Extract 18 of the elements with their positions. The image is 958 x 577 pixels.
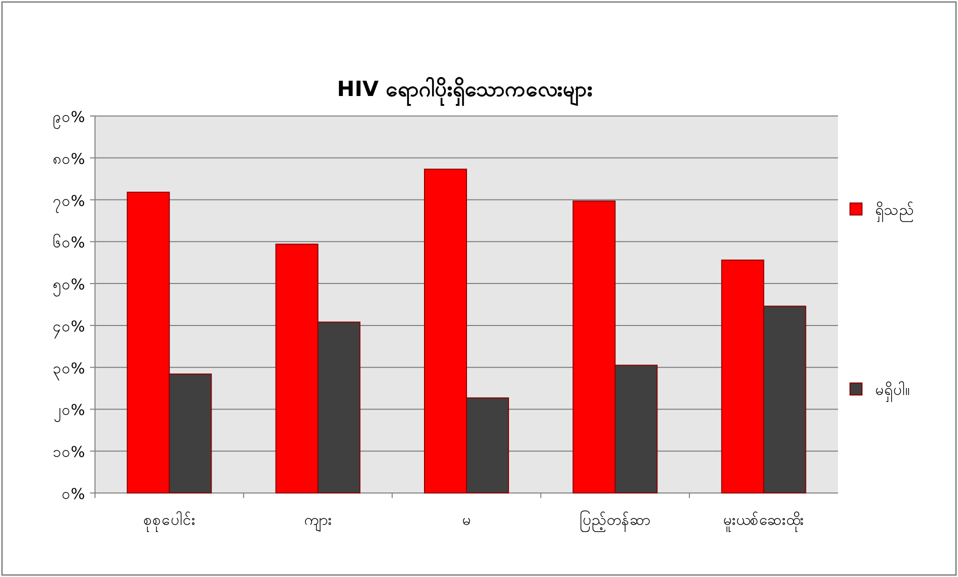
y-tick-label: ၁၀%	[52, 443, 85, 462]
legend-label: ရှိသည်	[875, 201, 914, 222]
x-tick-label: ကျား	[304, 511, 332, 532]
y-tick-label: ၉၀%	[52, 108, 85, 129]
y-tick-label: ၃၀%	[52, 359, 85, 380]
y-tick-label: ၅၀%	[52, 276, 85, 297]
chart-title: HIV ရောဂါပိုးရှိသောကလေးများ	[337, 75, 593, 107]
x-tick-label: ပြည့်တန်ဆာ	[580, 510, 651, 532]
x-tick-label: စုစုပေါင်း	[143, 511, 196, 532]
y-tick-label: ၀%	[62, 485, 85, 503]
y-tick-label: ၄၀%	[52, 317, 85, 338]
y-tick-label: ၆၀%	[52, 234, 85, 252]
legend-label: မရှိပါ။	[875, 381, 910, 402]
y-tick-label: ၂၀%	[54, 401, 85, 422]
y-tick-label: ၈၀%	[52, 150, 85, 168]
y-tick-label: ၇၀%	[52, 192, 85, 213]
x-tick-label: မူးယစ်ဆေးထိုး	[723, 511, 804, 532]
x-tick-label: မ	[462, 511, 471, 529]
